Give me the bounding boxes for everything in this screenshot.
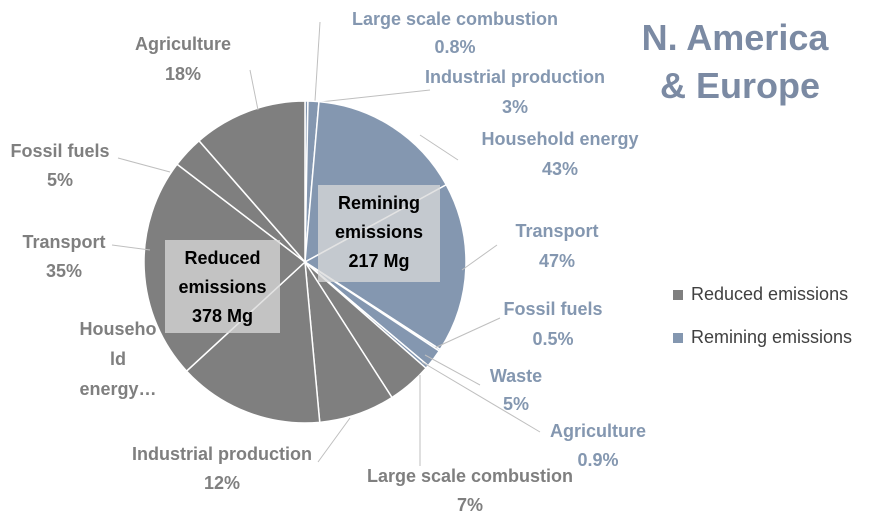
category-label: Fossil fuels [503, 299, 602, 319]
value-label: 35% [46, 261, 82, 281]
legend-label: Reduced emissions [691, 284, 848, 304]
value-label: 43% [542, 159, 578, 179]
leader-line [429, 317, 501, 351]
category-label: Waste [490, 366, 542, 386]
category-label: Agriculture [550, 421, 646, 441]
leader-line [424, 354, 481, 386]
value-label: 7% [457, 495, 483, 515]
category-label: Large scale combustion [352, 9, 558, 29]
category-label: Household energy [481, 129, 638, 149]
leader-line [317, 417, 351, 463]
leader-line [111, 244, 151, 251]
leader-line [421, 361, 541, 433]
value-label: 5% [47, 170, 73, 190]
category-label: Fossil fuels [10, 141, 109, 161]
category-label: Transport [22, 232, 105, 252]
pie-slice [197, 100, 306, 264]
value-label: 47% [539, 251, 575, 271]
category-label: Large scale combustion [367, 466, 573, 486]
value-label: 12% [204, 473, 240, 493]
value-label: 0.8% [434, 37, 475, 57]
legend-swatch [673, 290, 683, 300]
category-label: Agriculture [135, 34, 231, 54]
leader-line [319, 89, 431, 103]
group-label-box [318, 185, 440, 282]
value-label: 0.5% [532, 329, 573, 349]
legend-swatch [673, 333, 683, 343]
value-label: 18% [165, 64, 201, 84]
group-total: 378 Mg [192, 306, 253, 326]
value-label: 5% [503, 394, 529, 414]
category-label: Transport [515, 221, 598, 241]
group-label-box [165, 240, 280, 333]
leader-line [461, 244, 498, 271]
leader-line [249, 69, 259, 111]
value-label: 0.9% [577, 450, 618, 470]
value-label: 3% [502, 97, 528, 117]
category-label: Industrial production [425, 67, 605, 87]
group-label: Reduced emissions [178, 248, 266, 297]
category-label: Industrial production [132, 444, 312, 464]
leader-line [117, 157, 171, 173]
group-label: Remining emissions [335, 193, 423, 242]
group-total: 217 Mg [348, 251, 409, 271]
legend-label: Remining emissions [691, 327, 852, 347]
pie-slice [185, 260, 321, 424]
category-label: Househo ld energy… [79, 319, 156, 399]
leader-line [419, 134, 459, 161]
chart-title: N. America & Europe [642, 17, 839, 106]
leader-line [314, 21, 321, 102]
